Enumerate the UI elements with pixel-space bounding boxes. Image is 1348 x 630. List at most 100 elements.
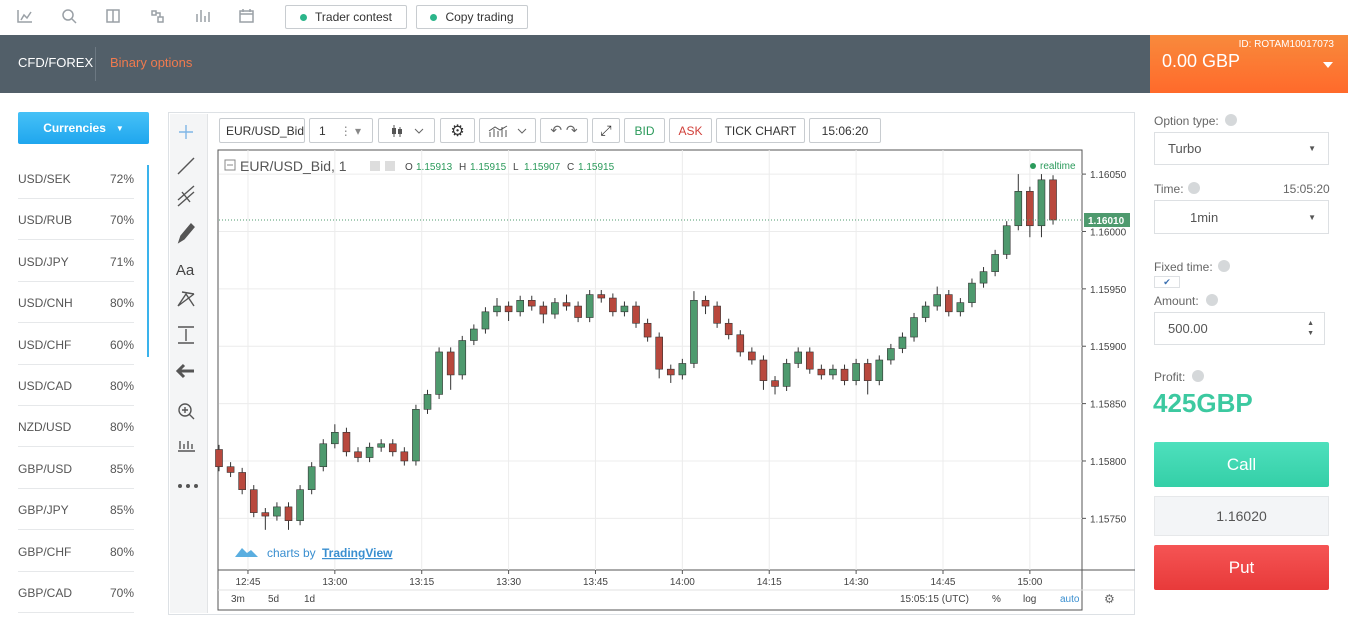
candle-body	[539, 305, 548, 315]
candle-body	[597, 294, 606, 299]
range-button[interactable]: 5d	[268, 594, 279, 605]
candle-body	[435, 351, 443, 395]
asset-name: USD/RUB	[18, 213, 73, 228]
balance-box[interactable]: ID: ROTAM10017073 0.00 GBP	[1150, 35, 1348, 93]
trader-contest-button[interactable]: Trader contest	[285, 5, 407, 29]
asset-row[interactable]: USD/JPY 71%	[18, 241, 134, 282]
tick-chart-button[interactable]: TICK CHART	[716, 118, 805, 143]
candle-body	[748, 351, 756, 361]
help-icon[interactable]	[1218, 260, 1230, 272]
tool-pattern[interactable]	[177, 291, 195, 307]
indicators-button[interactable]	[479, 118, 536, 143]
call-button[interactable]: Call	[1154, 442, 1329, 487]
asset-row[interactable]: GBP/CAD 70%	[18, 572, 134, 613]
ask-button[interactable]: ASK	[669, 118, 712, 143]
interval-select[interactable]: 1 ⋮ ▾	[309, 118, 373, 143]
help-icon[interactable]	[1192, 370, 1204, 382]
amount-input[interactable]: 500.00 ▲ ▼	[1154, 312, 1325, 345]
tool-brush[interactable]	[177, 222, 195, 244]
chart-type-select[interactable]	[378, 118, 435, 143]
spinner[interactable]: ▲ ▼	[1307, 319, 1314, 337]
tool-line[interactable]	[177, 157, 195, 175]
candle-body	[585, 294, 594, 318]
symbol-input[interactable]: EUR/USD_Bid	[219, 118, 305, 143]
fixed-time-checkbox[interactable]: ✔	[1154, 276, 1180, 288]
candle-body	[551, 302, 559, 315]
icon-network[interactable]	[151, 10, 164, 23]
asset-row[interactable]: GBP/CHF 80%	[18, 531, 134, 572]
asset-name: GBP/JPY	[18, 503, 69, 518]
help-icon[interactable]	[1225, 114, 1237, 126]
tool-ruler[interactable]	[178, 441, 195, 452]
asset-row[interactable]: GBP/JPY 85%	[18, 489, 134, 531]
copy-trading-button[interactable]: Copy trading	[416, 5, 528, 29]
settings-button[interactable]: ⚙	[440, 118, 475, 143]
asset-name: USD/CAD	[18, 379, 73, 393]
candle-body	[771, 380, 779, 387]
asset-row[interactable]: USD/CNH 80%	[18, 282, 134, 324]
tool-text[interactable]: Aa	[176, 262, 195, 279]
button-label: Put	[1228, 557, 1255, 577]
asset-row[interactable]: NZD/USD 80%	[18, 406, 134, 448]
help-icon[interactable]	[1188, 182, 1200, 194]
footer-option[interactable]: log	[1023, 594, 1036, 605]
bid-button[interactable]: BID	[624, 118, 665, 143]
candle-body	[354, 451, 362, 458]
icon-calendar[interactable]	[239, 10, 254, 23]
last-price-box	[1084, 213, 1130, 227]
tool-fib[interactable]	[177, 185, 195, 207]
asset-payout: 70%	[109, 213, 134, 228]
footer-option[interactable]: %	[992, 594, 1001, 605]
candle-body	[620, 305, 629, 313]
tab-cfd[interactable]: CFD/FOREX	[18, 55, 94, 70]
asset-name: GBP/CAD	[18, 586, 73, 600]
candle-body	[423, 394, 432, 410]
asset-row[interactable]: USD/CAD 80%	[18, 365, 134, 406]
time-label: Time:	[1154, 182, 1184, 196]
asset-name: NZD/USD	[18, 420, 72, 435]
candle-body	[377, 443, 385, 448]
account-id: ID: ROTAM10017073	[1238, 39, 1334, 50]
tool-back[interactable]	[175, 363, 194, 379]
icon-search[interactable]	[62, 9, 74, 21]
legend-icon[interactable]	[370, 161, 380, 171]
icon-stats[interactable]	[196, 10, 210, 22]
x-tick-label: 14:30	[844, 577, 869, 588]
button-label: Call	[1226, 454, 1257, 474]
asset-name: GBP/CHF	[18, 544, 72, 559]
undo-redo[interactable]: ↶ ↷	[540, 118, 588, 143]
candle-body	[921, 305, 930, 318]
expiry: 1min	[1190, 209, 1219, 225]
realtime-label: realtime	[1040, 161, 1076, 172]
legend-icon[interactable]	[385, 161, 395, 171]
help-icon[interactable]	[1206, 294, 1218, 306]
candle-body	[493, 305, 501, 313]
collapse-box[interactable]	[224, 159, 236, 171]
toolbar-icons	[17, 9, 254, 24]
asset-row[interactable]: USD/SEK 72%	[18, 158, 134, 199]
tool-measure[interactable]	[178, 326, 194, 344]
asset-payout: 80%	[109, 420, 134, 435]
asset-row[interactable]: USD/CHF 60%	[18, 324, 134, 365]
asset-row[interactable]: GBP/USD 85%	[18, 448, 134, 489]
currencies-button[interactable]: Currencies ▼	[18, 112, 149, 144]
range-button[interactable]: 3m	[231, 594, 245, 605]
caret: ▼	[115, 123, 124, 133]
expiry-select[interactable]: 1min ▼	[1154, 200, 1329, 234]
asset-row[interactable]: USD/RUB 70%	[18, 199, 134, 241]
tool-zoom[interactable]	[178, 403, 192, 417]
candle-body	[296, 489, 304, 521]
icon-chart[interactable]	[17, 10, 32, 23]
candle-body	[458, 340, 467, 376]
asset-payout: 80%	[109, 379, 134, 393]
put-button[interactable]: Put	[1154, 545, 1329, 590]
tool-crosshair[interactable]	[179, 125, 193, 139]
option-type-select[interactable]: Turbo ▼	[1154, 132, 1329, 165]
footer-settings[interactable]: ⚙	[1104, 592, 1115, 606]
footer-option[interactable]: auto	[1060, 594, 1080, 605]
range-button[interactable]: 1d	[304, 594, 315, 605]
fullscreen-button[interactable]: ⤢	[592, 118, 620, 143]
watermark-brand[interactable]: TradingView	[322, 546, 393, 560]
tab-binary[interactable]: Binary options	[110, 55, 193, 70]
